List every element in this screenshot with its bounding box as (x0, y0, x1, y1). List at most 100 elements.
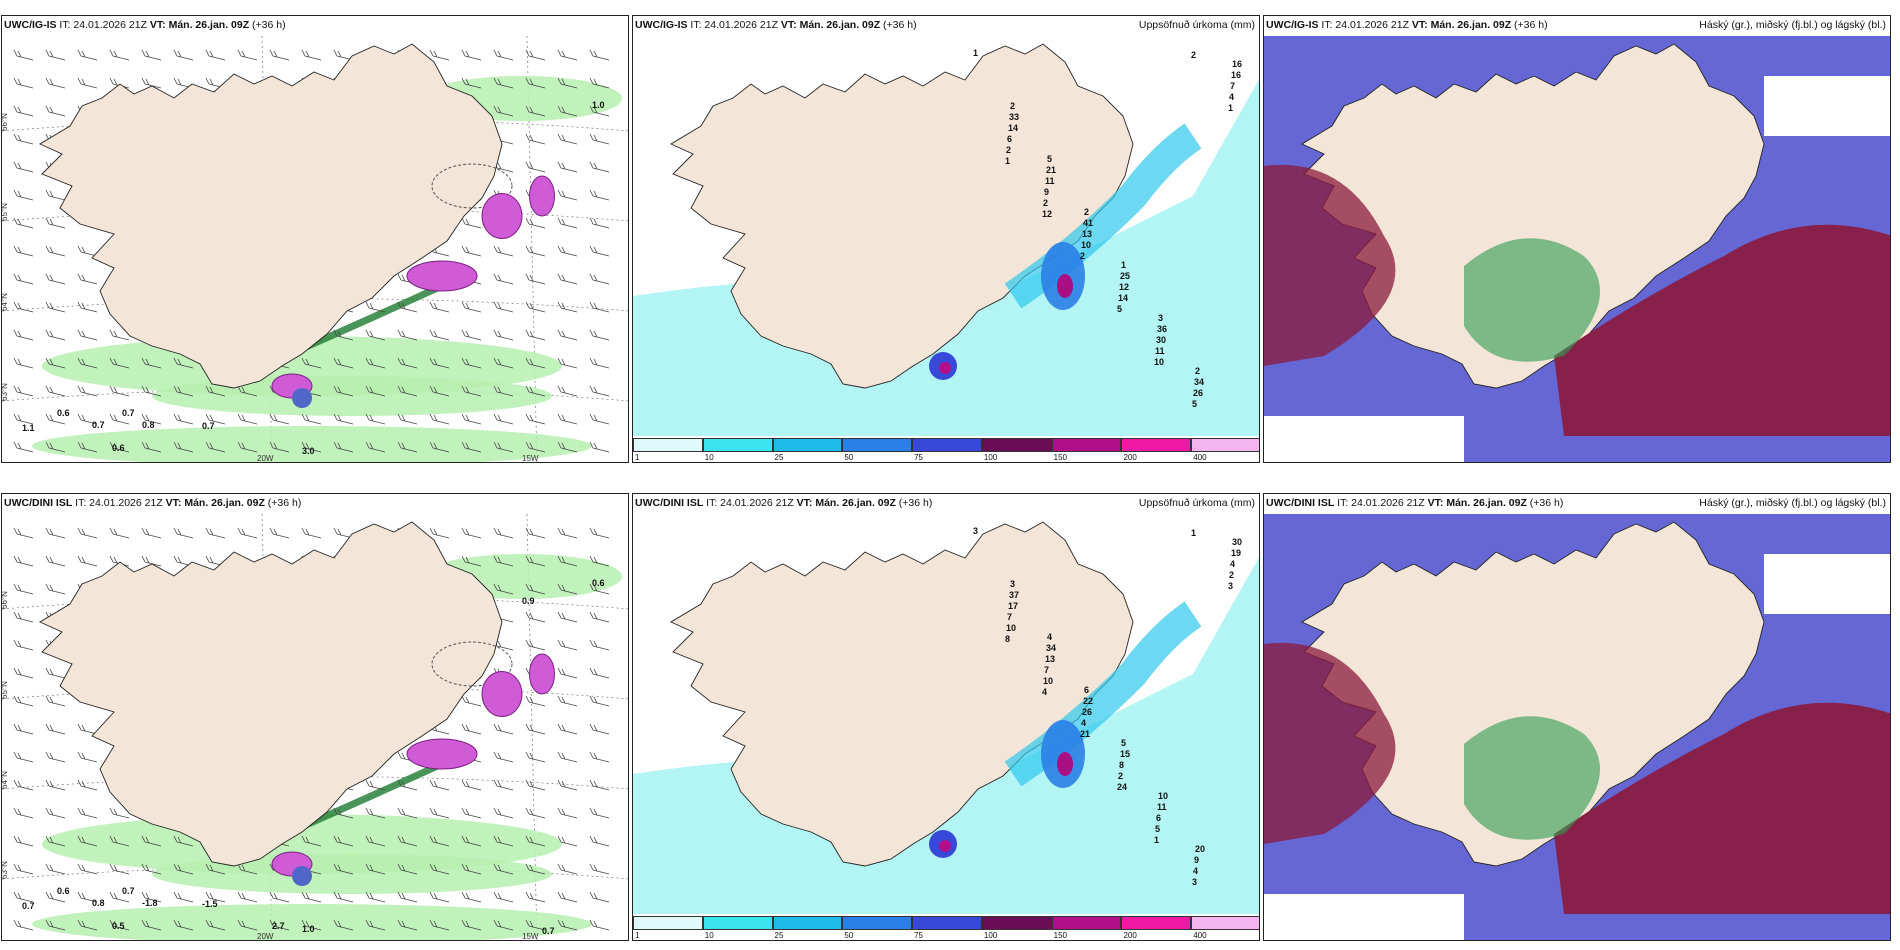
magenta-precip-area (481, 193, 523, 239)
wind-barb (77, 723, 98, 735)
cloud-map-panel-igis: UWC/IG-IS IT: 24.01.2026 21Z VT: Mán. 26… (1263, 15, 1891, 463)
wind-barb (461, 329, 482, 341)
wind-barb (77, 357, 98, 369)
wind-barb (589, 807, 610, 819)
wind-barb (333, 807, 354, 819)
legend-tick-label: 25 (774, 931, 784, 940)
wind-barb (77, 273, 98, 285)
iceland-landmass (39, 43, 503, 389)
legend-swatch (1121, 916, 1192, 930)
wind-barb (13, 161, 34, 173)
legend-tick-label: 400 (1193, 931, 1207, 940)
wind-barb (173, 891, 194, 903)
wind-barb (301, 49, 322, 61)
wind-barb (173, 385, 194, 397)
wind-barb (589, 301, 610, 313)
precip-amount-label: 12 (1119, 282, 1129, 292)
wind-barb (525, 329, 546, 341)
wind-barb (557, 807, 578, 819)
precip-amount-label: 1 (1005, 156, 1010, 166)
wind-barb (13, 667, 34, 679)
wind-barb (429, 49, 450, 61)
iceland-landmass (39, 521, 503, 867)
magenta-precip-area (481, 671, 523, 717)
wind-barb (461, 527, 482, 539)
wind-barb (237, 527, 258, 539)
accumulated-precip-map: 3346510203037342215119191713268644774253… (633, 514, 1259, 940)
wind-barb (109, 385, 130, 397)
legend-tick-label: 50 (844, 453, 854, 462)
wind-barb (13, 441, 34, 453)
wind-barb (173, 527, 194, 539)
wind-barb (77, 891, 98, 903)
wind-barb (365, 441, 386, 453)
wind-barb (45, 189, 66, 201)
wind-barb (589, 161, 610, 173)
legend-swatch (1051, 916, 1122, 930)
wind-barb (45, 751, 66, 763)
wind-barb (109, 891, 130, 903)
wind-barb (589, 273, 610, 285)
precip-legend: 1 10 25 50 75 100 150 200 400 (633, 436, 1259, 462)
wind-barb (13, 217, 34, 229)
magenta-precip-area (406, 738, 478, 770)
precip-amount-label: 26 (1193, 388, 1203, 398)
precip-value-label: 0.7 (22, 901, 35, 911)
wind-barb (429, 835, 450, 847)
wind-barb (493, 273, 514, 285)
clear-sky-area (1264, 416, 1464, 462)
wind-barb (77, 441, 98, 453)
wind-barb (557, 863, 578, 875)
precip-amount-label: 21 (1080, 729, 1090, 739)
wind-barb (589, 77, 610, 89)
precip-value-label: 0.6 (112, 443, 125, 453)
panel-title: UWC/IG-IS IT: 24.01.2026 21Z VT: Mán. 26… (1266, 19, 1548, 31)
wind-barb (589, 217, 610, 229)
wind-barb (589, 413, 610, 425)
wind-barb (13, 357, 34, 369)
precip-amount-label: 3 (1228, 581, 1233, 591)
wind-barb (525, 161, 546, 173)
wind-barb (493, 779, 514, 791)
precip-amount-label: 16 (1232, 59, 1242, 69)
panel-title: UWC/DINI ISL IT: 24.01.2026 21Z VT: Mán.… (4, 497, 302, 509)
precip-amount-label: 5 (1121, 738, 1126, 748)
wind-barb (45, 891, 66, 903)
wind-barb (13, 245, 34, 257)
precip-area (32, 426, 592, 462)
wind-barb (589, 919, 610, 931)
wind-barb (429, 779, 450, 791)
precip-amount-label: 11 (1155, 346, 1165, 356)
wind-barb (13, 555, 34, 567)
mid-cloud-area (1554, 702, 1890, 914)
wind-barb (589, 441, 610, 453)
precip-value-label: 2.7 (272, 921, 285, 931)
wind-barb (109, 807, 130, 819)
wind-barb (461, 385, 482, 397)
legend-tick-label: 200 (1123, 453, 1137, 462)
wind-barb (45, 385, 66, 397)
wind-barb (493, 245, 514, 257)
legend-tick-label: 400 (1193, 453, 1207, 462)
wind-barb (493, 863, 514, 875)
precip-amount-label: 4 (1047, 632, 1052, 642)
wind-barb (13, 301, 34, 313)
legend-swatch (1121, 438, 1192, 452)
wind-barb (525, 751, 546, 763)
precip-amount-label: 30 (1232, 537, 1242, 547)
extreme-precip-core (939, 840, 951, 852)
legend-tick-label: 75 (914, 931, 924, 940)
wind-barb (45, 919, 66, 931)
precip-area (32, 904, 592, 940)
wind-barb (557, 133, 578, 145)
wind-barb (557, 77, 578, 89)
precip-value-label: 0.7 (92, 420, 105, 430)
wind-barb (13, 329, 34, 341)
latitude-label: 64°N (2, 293, 9, 311)
wind-barb (429, 527, 450, 539)
wind-barb (77, 413, 98, 425)
wind-barb (45, 779, 66, 791)
wind-barb (525, 555, 546, 567)
cloud-map-panel-dini: UWC/DINI ISL IT: 24.01.2026 21Z VT: Mán.… (1263, 493, 1891, 941)
precip-value-label: 1.1 (22, 423, 35, 433)
